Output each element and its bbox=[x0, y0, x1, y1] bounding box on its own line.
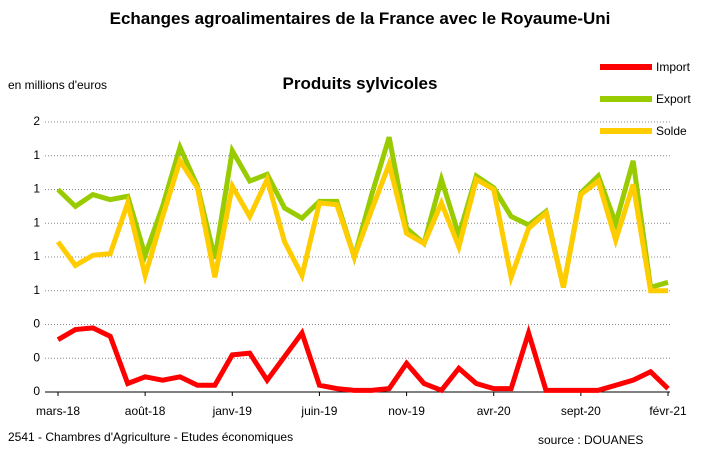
y-tick-label: 0 bbox=[33, 384, 40, 398]
x-tick-label: mars-18 bbox=[36, 404, 80, 418]
y-axis-label: en millions d'euros bbox=[8, 78, 107, 92]
x-tick-label: juin-19 bbox=[300, 404, 337, 418]
x-tick-label: nov-19 bbox=[388, 404, 425, 418]
y-tick-label: 0 bbox=[33, 317, 40, 331]
line-series bbox=[55, 154, 668, 294]
legend-label: Import bbox=[656, 60, 691, 74]
y-tick-label: 1 bbox=[33, 182, 40, 196]
chart-title: Echanges agroalimentaires de la France a… bbox=[109, 9, 611, 28]
x-tick-label: avr-20 bbox=[477, 404, 511, 418]
y-tick-label: 0 bbox=[33, 350, 40, 364]
x-tick-label: sept-20 bbox=[561, 404, 601, 418]
line-series bbox=[56, 324, 670, 394]
y-tick-label: 1 bbox=[33, 283, 40, 297]
footnote: 2541 - Chambres d'Agriculture - Etudes é… bbox=[8, 430, 293, 444]
source: source : DOUANES bbox=[538, 433, 643, 447]
y-tick-label: 1 bbox=[33, 215, 40, 229]
x-tick-label: févr-21 bbox=[649, 404, 687, 418]
y-tick-label: 1 bbox=[33, 249, 40, 263]
legend-label: Export bbox=[656, 92, 691, 106]
x-tick-label: août-18 bbox=[125, 404, 166, 418]
legend-label: Solde bbox=[656, 124, 687, 138]
x-tick-label: janv-19 bbox=[212, 404, 253, 418]
chart-subtitle: Produits sylvicoles bbox=[282, 74, 438, 93]
y-tick-label: 2 bbox=[33, 114, 40, 128]
y-tick-label: 1 bbox=[33, 148, 40, 162]
